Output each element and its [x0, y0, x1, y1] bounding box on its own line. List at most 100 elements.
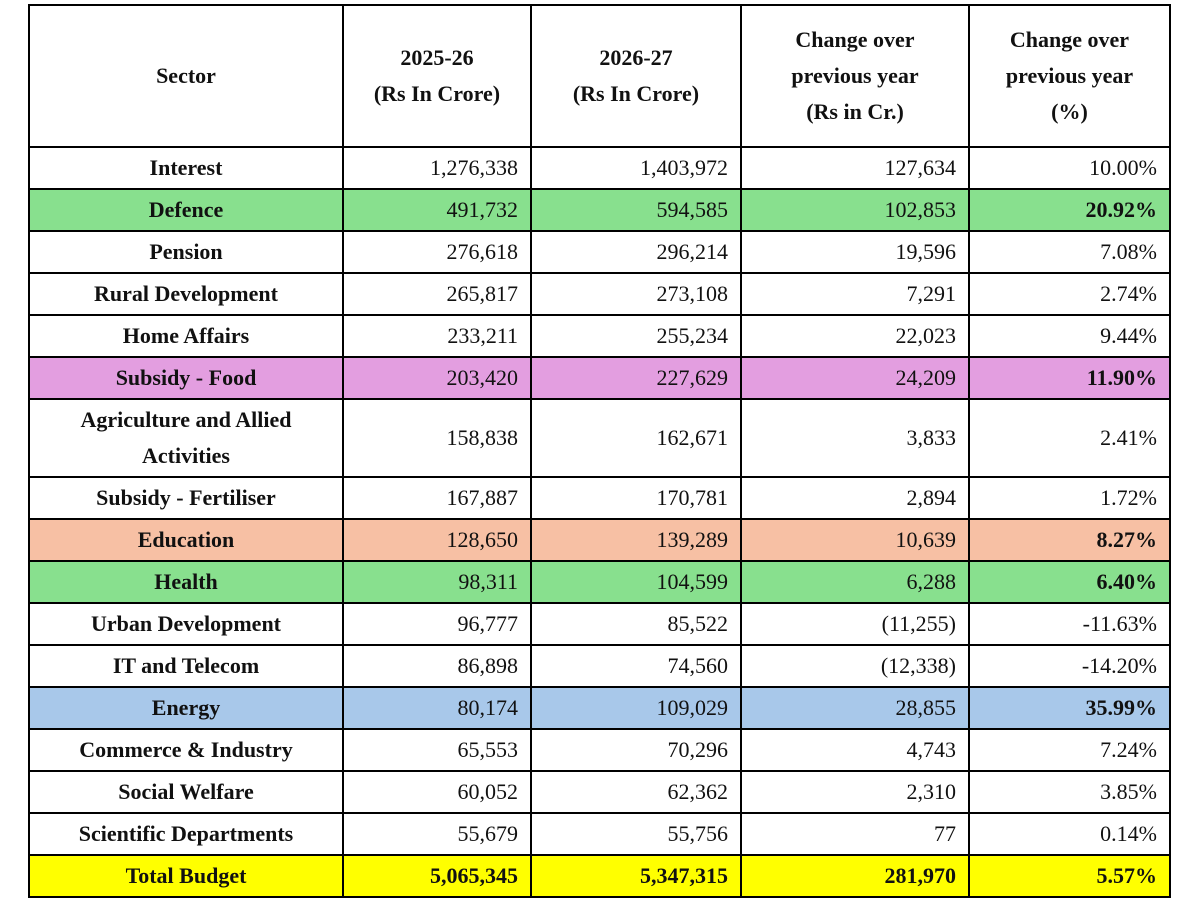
sector-cell: Rural Development: [28, 272, 344, 316]
value-cell: 22,023: [740, 314, 970, 358]
table-row: Scientific Departments 55,679 55,756 77 0.14…: [28, 812, 1171, 856]
header-text: 2025-26: [400, 45, 474, 70]
value-cell: 265,817: [342, 272, 532, 316]
value-cell: 10.00%: [968, 146, 1171, 190]
value-cell: 7,291: [740, 272, 970, 316]
header-text: (Rs In Crore): [373, 81, 501, 106]
value-cell: 86,898: [342, 644, 532, 688]
header-text: 2026-27: [599, 45, 673, 70]
table-row: Health 98,311 104,599 6,288 6.40%: [28, 560, 1171, 604]
table-row: IT and Telecom 86,898 74,560 (12,338) -14.20…: [28, 644, 1171, 688]
value-cell: 77: [740, 812, 970, 856]
header-text: (Rs in Cr.): [806, 99, 904, 124]
value-cell: 104,599: [530, 560, 742, 604]
value-cell: 6,288: [740, 560, 970, 604]
sector-cell: Social Welfare: [28, 770, 344, 814]
value-cell: 5,065,345: [342, 854, 532, 898]
value-cell: 10,639: [740, 518, 970, 562]
value-cell: 158,838: [342, 398, 532, 478]
header-cell: 2025-26 (Rs In Crore): [342, 4, 532, 148]
table-row: Social Welfare 60,052 62,362 2,310 3.85%: [28, 770, 1171, 814]
header-text: previous year: [791, 63, 919, 88]
value-cell: 65,553: [342, 728, 532, 772]
value-cell: 281,970: [740, 854, 970, 898]
value-cell: 85,522: [530, 602, 742, 646]
header-text: Sector: [156, 63, 216, 88]
header-cell: Change over previous year (Rs in Cr.): [740, 4, 970, 148]
header-text: (%): [1051, 99, 1088, 124]
value-cell: 273,108: [530, 272, 742, 316]
value-cell: 167,887: [342, 476, 532, 520]
value-cell: 4,743: [740, 728, 970, 772]
value-cell: 3,833: [740, 398, 970, 478]
value-cell: 80,174: [342, 686, 532, 730]
value-cell: 127,634: [740, 146, 970, 190]
value-cell: 2,310: [740, 770, 970, 814]
table-row: Commerce & Industry 65,553 70,296 4,743 7.24…: [28, 728, 1171, 772]
sector-cell: Pension: [28, 230, 344, 274]
value-cell: 19,596: [740, 230, 970, 274]
table-row: Energy 80,174 109,029 28,855 35.99%: [28, 686, 1171, 730]
value-cell: -11.63%: [968, 602, 1171, 646]
table-row: Total Budget 5,065,345 5,347,315 281,970 5.5…: [28, 854, 1171, 898]
value-cell: 9.44%: [968, 314, 1171, 358]
value-cell: (11,255): [740, 602, 970, 646]
value-cell: 5,347,315: [530, 854, 742, 898]
sector-cell: Subsidy - Food: [28, 356, 344, 400]
value-cell: 296,214: [530, 230, 742, 274]
table-body: Interest 1,276,338 1,403,972 127,634 10.00% D…: [28, 146, 1171, 898]
value-cell: 55,756: [530, 812, 742, 856]
table-row: Defence 491,732 594,585 102,853 20.92%: [28, 188, 1171, 232]
value-cell: 24,209: [740, 356, 970, 400]
header-cell: 2026-27 (Rs In Crore): [530, 4, 742, 148]
value-cell: 62,362: [530, 770, 742, 814]
table-row: Subsidy - Food 203,420 227,629 24,209 11.90%: [28, 356, 1171, 400]
value-cell: 3.85%: [968, 770, 1171, 814]
value-cell: 70,296: [530, 728, 742, 772]
value-cell: 2.74%: [968, 272, 1171, 316]
value-cell: 11.90%: [968, 356, 1171, 400]
value-cell: 128,650: [342, 518, 532, 562]
value-cell: 5.57%: [968, 854, 1171, 898]
sector-cell: Urban Development: [28, 602, 344, 646]
value-cell: 6.40%: [968, 560, 1171, 604]
value-cell: 203,420: [342, 356, 532, 400]
sector-cell: Total Budget: [28, 854, 344, 898]
header-text: Change over: [1009, 27, 1130, 52]
sector-cell: Subsidy - Fertiliser: [28, 476, 344, 520]
budget-table: Sector 2025-26 (Rs In Crore) 2026-27 (Rs In …: [28, 4, 1171, 898]
table-row: Rural Development 265,817 273,108 7,291 2.74…: [28, 272, 1171, 316]
sector-cell: Home Affairs: [28, 314, 344, 358]
header-cell: Sector: [28, 4, 344, 148]
table-row: Agriculture and Allied Activities 158,838…: [28, 398, 1171, 478]
value-cell: 1.72%: [968, 476, 1171, 520]
value-cell: 233,211: [342, 314, 532, 358]
value-cell: 7.24%: [968, 728, 1171, 772]
value-cell: 0.14%: [968, 812, 1171, 856]
value-cell: 170,781: [530, 476, 742, 520]
sector-cell: Interest: [28, 146, 344, 190]
value-cell: 227,629: [530, 356, 742, 400]
value-cell: 98,311: [342, 560, 532, 604]
header-text: previous year: [1005, 63, 1134, 88]
value-cell: 35.99%: [968, 686, 1171, 730]
table-row: Home Affairs 233,211 255,234 22,023 9.44%: [28, 314, 1171, 358]
value-cell: 139,289: [530, 518, 742, 562]
value-cell: 2.41%: [968, 398, 1171, 478]
sector-cell: IT and Telecom: [28, 644, 344, 688]
header-text: Change over: [795, 27, 915, 52]
header-row: Sector 2025-26 (Rs In Crore) 2026-27 (Rs In …: [28, 4, 1171, 148]
value-cell: (12,338): [740, 644, 970, 688]
value-cell: 55,679: [342, 812, 532, 856]
value-cell: 1,276,338: [342, 146, 532, 190]
sector-cell: Health: [28, 560, 344, 604]
header-cell: Change over previous year (%): [968, 4, 1171, 148]
value-cell: 96,777: [342, 602, 532, 646]
value-cell: 20.92%: [968, 188, 1171, 232]
value-cell: 162,671: [530, 398, 742, 478]
value-cell: 1,403,972: [530, 146, 742, 190]
value-cell: 8.27%: [968, 518, 1171, 562]
value-cell: 28,855: [740, 686, 970, 730]
sector-cell: Agriculture and Allied Activities: [28, 398, 344, 478]
